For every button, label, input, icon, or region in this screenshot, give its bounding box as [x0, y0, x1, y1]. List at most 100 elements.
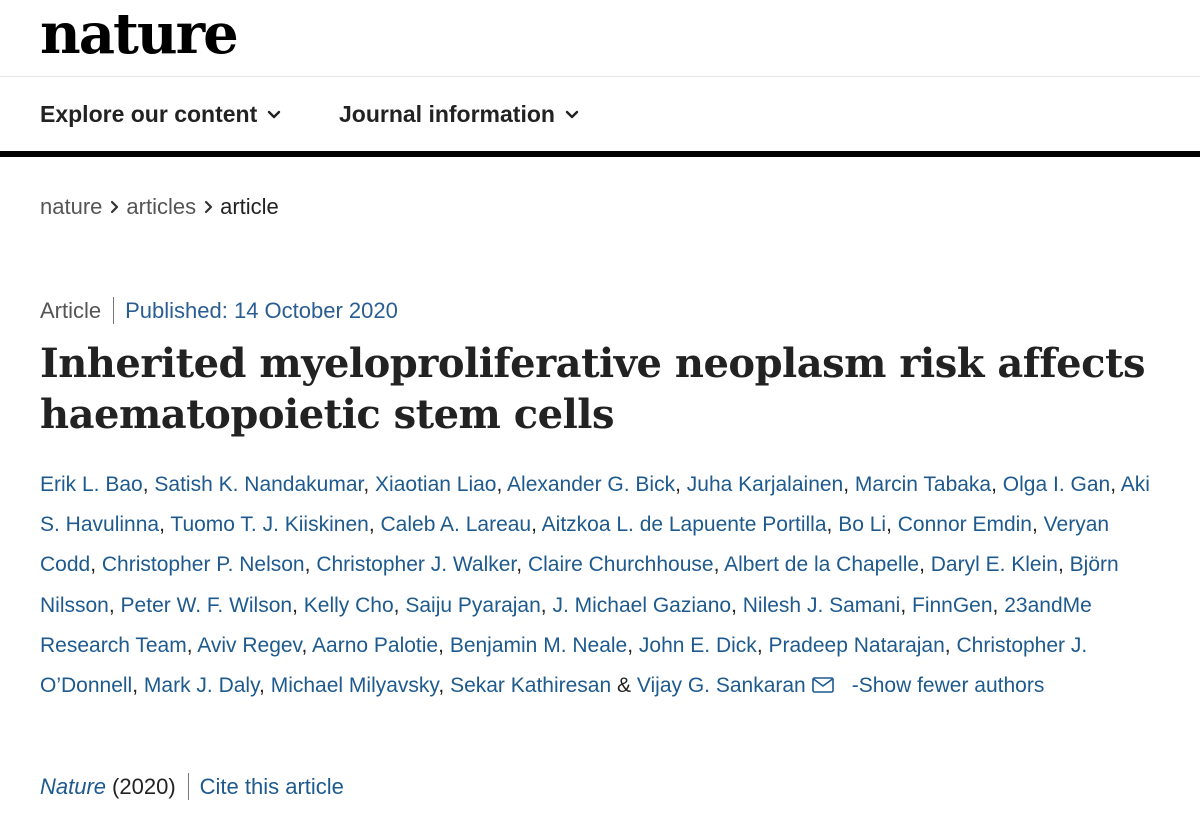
author-separator: ,	[438, 674, 445, 698]
author-link[interactable]: Aitzkoa L. de Lapuente Portilla	[541, 513, 827, 537]
author-link[interactable]: Sekar Kathiresan	[450, 674, 612, 698]
author-link[interactable]: Benjamin M. Neale	[449, 633, 628, 657]
author-separator: ,	[108, 593, 115, 617]
author-link[interactable]: Michael Milyavsky	[270, 674, 439, 698]
chevron-right-icon	[203, 200, 213, 214]
author-link[interactable]: Erik L. Bao	[40, 473, 143, 496]
author-separator: ,	[756, 633, 763, 657]
breadcrumb: nature articles article	[40, 194, 279, 220]
author-separator: ,	[90, 553, 97, 577]
author-list: Erik L. Bao, Satish K. Nandakumar, Xiaot…	[40, 465, 1160, 706]
author-link[interactable]: Nilesh J. Samani	[742, 593, 901, 617]
author-separator: ,	[259, 674, 265, 698]
author-link[interactable]: Christopher J. O’Donnell	[40, 633, 1088, 698]
chevron-right-icon	[109, 200, 119, 214]
author-link[interactable]: Peter W. F. Wilson	[120, 593, 293, 617]
cite-article-link[interactable]: Cite this article	[199, 773, 344, 799]
author-separator: ,	[944, 633, 951, 657]
author-separator: ,	[919, 553, 925, 577]
author-separator: ,	[843, 473, 850, 496]
author-link[interactable]: Xiaotian Liao	[375, 473, 497, 496]
author-separator: ,	[886, 513, 892, 537]
header-divider	[0, 151, 1200, 157]
author-link[interactable]: Veryan Codd	[40, 513, 1110, 577]
author-link[interactable]: Satish K. Nandakumar	[154, 473, 364, 496]
author-separator: ,	[132, 674, 139, 698]
author-separator: ,	[301, 633, 308, 657]
author-separator: ,	[731, 593, 737, 617]
author-separator: ,	[826, 513, 833, 537]
citation-line: Nature (2020) Cite this article	[40, 773, 344, 800]
author-separator: ,	[1057, 553, 1064, 577]
author-ampersand: &	[617, 674, 632, 698]
author-link[interactable]: Aarno Palotie	[312, 633, 439, 657]
author-separator: ,	[1110, 473, 1117, 496]
author-separator: ,	[675, 473, 681, 496]
chevron-down-icon	[267, 110, 281, 120]
author-separator: ,	[142, 473, 149, 496]
chevron-down-icon	[565, 110, 579, 120]
author-link[interactable]: Saiju Pyarajan	[405, 593, 541, 617]
author-link[interactable]: Christopher P. Nelson	[101, 553, 305, 577]
author-link[interactable]: J. Michael Gaziano	[552, 593, 732, 617]
author-link[interactable]: Mark J. Daly	[143, 674, 260, 698]
breadcrumb-article: article	[220, 194, 279, 219]
author-separator: ,	[496, 473, 503, 496]
article-title: Inherited myeloproliferative neoplasm ri…	[40, 340, 1145, 438]
author-link[interactable]: FinnGen	[912, 593, 993, 617]
author-link[interactable]: Juha Karjalainen	[686, 473, 844, 496]
envelope-icon[interactable]	[811, 677, 834, 693]
author-link[interactable]: Björn Nilsson	[40, 553, 1119, 617]
author-separator: ,	[363, 473, 370, 496]
author-link[interactable]: Marcin Tabaka	[854, 473, 992, 496]
author-separator: ,	[531, 513, 537, 537]
article-meta: Article Published: 14 October 2020	[40, 297, 398, 324]
publication-year: (2020)	[112, 773, 176, 799]
nav-journal-information[interactable]: Journal information	[339, 101, 579, 128]
main-nav: Explore our content Journal information	[0, 77, 1200, 151]
nav-explore-content-label: Explore our content	[40, 101, 258, 127]
author-link[interactable]: Caleb A. Lareau	[380, 513, 532, 537]
author-separator: ,	[627, 633, 634, 657]
author-separator: ,	[900, 593, 907, 617]
author-separator: ,	[438, 633, 444, 657]
author-separator: ,	[368, 513, 375, 537]
author-link[interactable]: Alexander G. Bick	[507, 473, 676, 496]
nav-journal-information-label: Journal information	[339, 101, 555, 127]
author-link[interactable]: Kelly Cho	[303, 593, 394, 617]
author-separator: ,	[516, 553, 523, 577]
author-link[interactable]: 23andMe Research Team	[40, 593, 1092, 657]
meta-divider	[113, 297, 115, 324]
author-link[interactable]: Aviv Regev	[197, 633, 302, 657]
author-separator: ,	[292, 593, 298, 617]
journal-name[interactable]: Nature	[40, 773, 107, 799]
author-separator: ,	[1031, 513, 1038, 537]
author-link[interactable]: Olga I. Gan	[1002, 473, 1111, 496]
author-link[interactable]: Christopher J. Walker	[316, 553, 517, 577]
author-separator: ,	[186, 633, 193, 657]
author-link[interactable]: Vijay G. Sankaran	[636, 674, 806, 698]
site-header: nature	[0, 0, 1200, 77]
author-link[interactable]: Aki S. Havulinna	[40, 473, 1150, 537]
breadcrumb-nature[interactable]: nature	[40, 194, 103, 219]
author-separator: ,	[159, 513, 165, 537]
citation-divider	[187, 773, 189, 800]
author-link[interactable]: John E. Dick	[638, 633, 757, 657]
author-link[interactable]: Connor Emdin	[897, 513, 1032, 537]
published-date: Published: 14 October 2020	[125, 297, 398, 323]
article-type: Article	[40, 297, 102, 323]
author-link[interactable]: Claire Churchhouse	[527, 553, 714, 577]
breadcrumb-articles[interactable]: articles	[126, 194, 197, 219]
author-link[interactable]: Daryl E. Klein	[930, 553, 1058, 577]
nature-logo[interactable]: nature	[40, 1, 239, 67]
show-fewer-authors-button[interactable]: -Show fewer authors	[851, 674, 1045, 698]
author-link[interactable]: Bo Li	[838, 513, 887, 537]
author-separator: ,	[713, 553, 720, 577]
author-separator: ,	[540, 593, 547, 617]
author-link[interactable]: Tuomo T. J. Kiiskinen	[170, 513, 369, 537]
author-separator: ,	[393, 593, 400, 617]
author-link[interactable]: Pradeep Natarajan	[768, 633, 945, 657]
author-link[interactable]: Albert de la Chapelle	[724, 553, 920, 577]
nav-explore-content[interactable]: Explore our content	[40, 101, 281, 128]
author-separator: ,	[991, 473, 997, 496]
